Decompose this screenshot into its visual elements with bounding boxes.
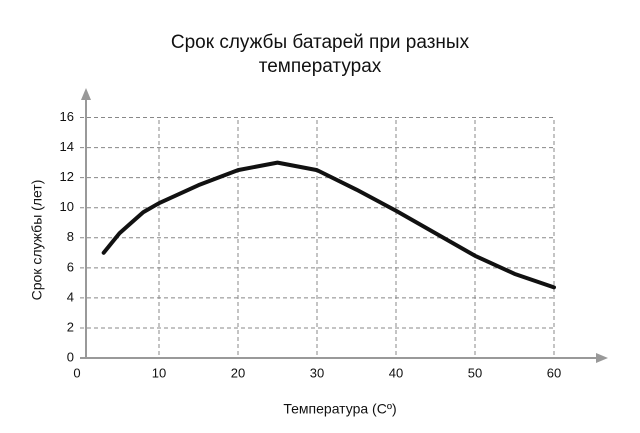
y-tick-label: 10: [60, 199, 74, 214]
x-axis-label: Температура (Cº): [283, 401, 396, 417]
y-tick-label: 6: [67, 259, 74, 274]
y-tick-label: 14: [60, 139, 74, 154]
x-tick-label: 20: [231, 365, 245, 380]
y-tick-label: 12: [60, 169, 74, 184]
x-tick-label: 60: [547, 365, 561, 380]
x-tick-label: 30: [310, 365, 324, 380]
chart-title: Срок службы батарей при разных: [171, 32, 470, 53]
y-tick-label: 2: [67, 319, 74, 334]
chart-title: температурах: [259, 56, 382, 77]
x-tick-label: 0: [73, 365, 80, 380]
x-tick-label: 10: [152, 365, 166, 380]
x-axis-arrow: [596, 353, 608, 363]
x-tick-label: 40: [389, 365, 403, 380]
y-tick-label: 4: [67, 289, 74, 304]
line: [101, 160, 556, 290]
y-tick-label: 16: [60, 109, 74, 124]
y-tick-label: 8: [67, 229, 74, 244]
y-axis-arrow: [81, 88, 91, 100]
y-tick-label: 0: [67, 349, 74, 364]
x-tick-label: 50: [468, 365, 482, 380]
y-axis-label: Срок службы (лет): [29, 180, 45, 301]
